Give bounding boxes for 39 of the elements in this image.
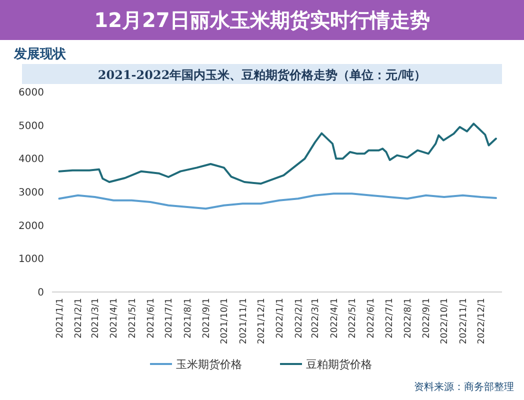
chart-title: 12月27日丽水玉米期货实时行情走势 — [94, 8, 430, 32]
x-tick-label: 2021/6/1 — [146, 298, 156, 338]
y-tick-label: 3000 — [18, 188, 44, 198]
x-tick-label: 2022/1/1 — [276, 298, 286, 338]
y-tick-label: 0 — [38, 288, 44, 298]
x-tick-label: 2021/9/1 — [202, 298, 212, 338]
x-tick-label: 2021/3/1 — [90, 298, 101, 338]
x-tick-label: 2021/8/1 — [183, 298, 194, 338]
y-tick-label: 2000 — [18, 220, 44, 232]
x-tick-label: 2022/9/1 — [422, 298, 432, 338]
y-tick-label: 6000 — [18, 88, 44, 98]
x-tick-label: 2021/10/1 — [220, 298, 230, 344]
x-tick-label: 2021/11/1 — [238, 298, 249, 344]
x-tick-label: 2021/12/1 — [256, 298, 267, 344]
x-tick-label: 2021/5/1 — [128, 298, 138, 338]
x-tick-label: 2022/10/1 — [440, 298, 450, 344]
x-tick-label: 2021/2/1 — [74, 298, 84, 338]
y-tick-label: 4000 — [18, 154, 44, 166]
y-tick-label: 5000 — [18, 120, 44, 132]
legend-label: 玉米期货价格 — [176, 358, 242, 371]
text: 发展现状 — [13, 47, 67, 62]
y-tick-label: 1000 — [18, 254, 44, 266]
x-tick-label: 2021/7/1 — [164, 298, 175, 338]
text: 资料来源：商务部整理 — [414, 381, 514, 393]
x-tick-label: 2021/4/1 — [110, 298, 120, 338]
x-tick-label: 2022/4/1 — [330, 298, 340, 338]
x-tick-label: 2022/2/1 — [294, 298, 304, 338]
legend-label: 豆粕期货价格 — [306, 358, 372, 371]
x-tick-label: 2022/3/1 — [311, 298, 322, 338]
x-tick-label: 2021/1/1 — [55, 298, 66, 338]
x-tick-label: 2022/12/1 — [477, 298, 488, 344]
line-series — [58, 122, 497, 185]
x-tick-label: 2022/6/1 — [366, 298, 377, 338]
line-series — [58, 192, 497, 210]
x-tick-label: 2022/8/1 — [403, 298, 414, 338]
x-tick-label: 2022/5/1 — [348, 298, 358, 338]
chart-subtitle: 2021-2022年国内玉米、豆粕期货价格走势（单位：元/吨） — [98, 68, 426, 82]
x-tick-label: 2022/7/1 — [384, 298, 395, 338]
x-tick-label: 2022/11/1 — [458, 298, 469, 344]
